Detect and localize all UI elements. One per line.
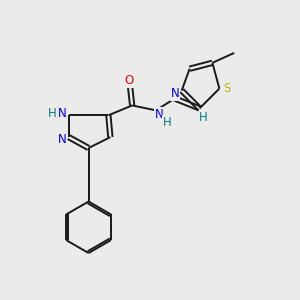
Text: O: O [124,74,134,87]
Text: N: N [57,133,66,146]
Text: H: H [163,116,171,129]
Text: H: H [199,111,208,124]
Text: S: S [224,82,231,95]
Text: N: N [170,87,179,100]
Text: H: H [47,107,56,120]
Text: N: N [154,108,163,121]
Text: N: N [57,107,66,120]
